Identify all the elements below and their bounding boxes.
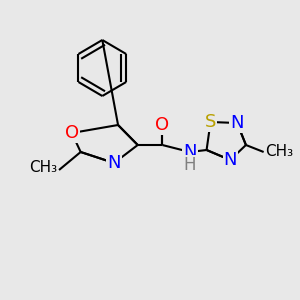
Text: N: N bbox=[107, 154, 121, 172]
Text: N: N bbox=[230, 114, 244, 132]
Text: CH₃: CH₃ bbox=[266, 145, 294, 160]
Text: N: N bbox=[224, 151, 237, 169]
Text: S: S bbox=[205, 113, 216, 131]
Text: H: H bbox=[184, 156, 196, 174]
Text: O: O bbox=[65, 124, 79, 142]
Text: N: N bbox=[183, 143, 196, 161]
Text: CH₃: CH₃ bbox=[29, 160, 57, 175]
Text: O: O bbox=[155, 116, 170, 134]
